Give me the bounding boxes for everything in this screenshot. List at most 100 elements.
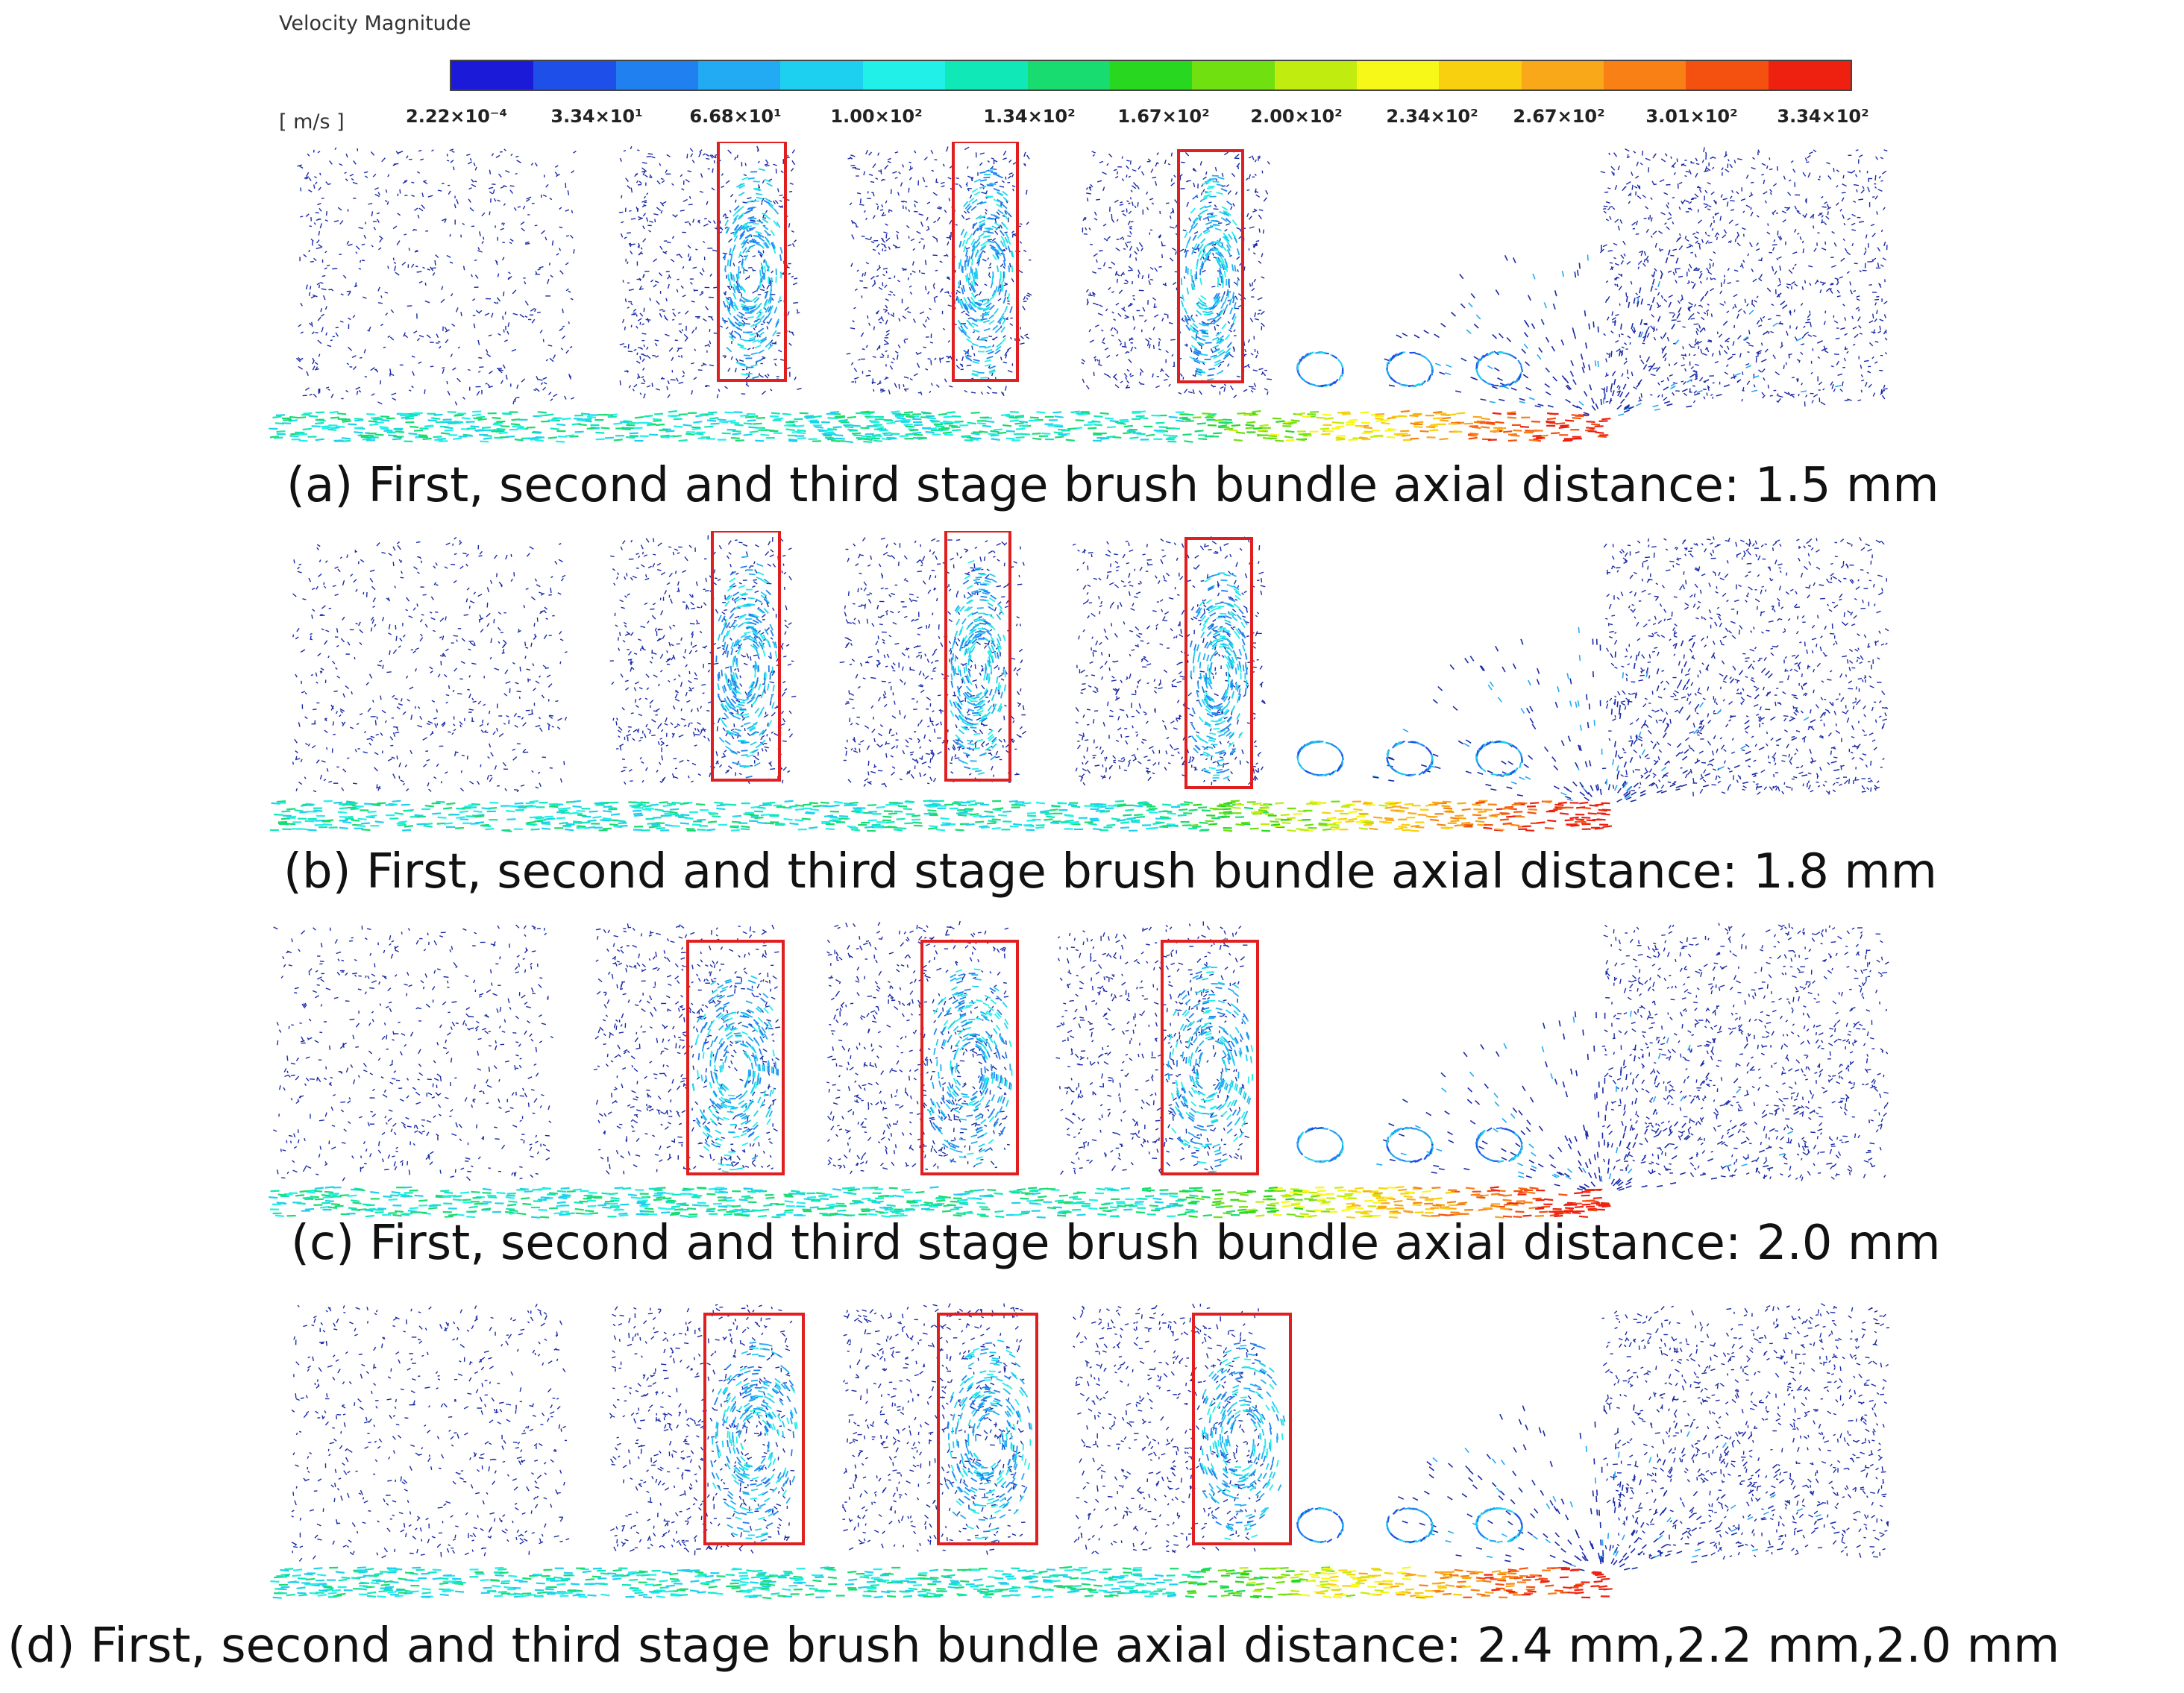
labyrinth-tooth-vortex xyxy=(1386,740,1434,777)
labyrinth-tooth-vortex xyxy=(1475,1507,1523,1543)
colorbar-title: Velocity Magnitude xyxy=(279,12,471,35)
labyrinth-tooth-vortex xyxy=(1296,740,1344,777)
vector-region xyxy=(1055,921,1250,1175)
cavity-vortex-vectors xyxy=(1180,175,1240,383)
vector-region xyxy=(1601,536,1889,797)
highlight-box xyxy=(1177,149,1244,383)
vector-region xyxy=(291,1304,570,1562)
vector-region xyxy=(295,147,577,406)
highlight-box xyxy=(686,940,785,1175)
panel-a-velocity-field: (a) First, second and third stage brush … xyxy=(0,142,2184,513)
colorbar-segment xyxy=(1521,61,1604,89)
colorbar-tick-label: 2.34×10² xyxy=(1386,106,1478,127)
outlet-fan-vectors xyxy=(1376,1011,1833,1191)
colorbar-segment xyxy=(862,61,946,89)
colorbar-tick-label: 1.00×10² xyxy=(830,106,922,127)
vector-region xyxy=(839,537,1027,788)
velocity-vector-plot xyxy=(269,531,1889,832)
vector-region xyxy=(292,536,568,793)
colorbar-segment xyxy=(451,61,534,89)
highlight-box xyxy=(937,1313,1038,1545)
panel-b-caption: (b) First, second and third stage brush … xyxy=(283,844,1937,899)
colorbar-segment xyxy=(698,61,781,89)
leakage-jet-vectors xyxy=(269,1186,1611,1219)
colorbar-segment xyxy=(1356,61,1440,89)
panel-d-velocity-field: (d) First, second and third stage brush … xyxy=(0,1298,2184,1674)
highlight-box xyxy=(952,142,1019,382)
outlet-fan-vectors xyxy=(1372,626,1840,802)
highlight-box xyxy=(944,531,1011,782)
labyrinth-tooth-vortex xyxy=(1475,1127,1523,1163)
leakage-jet-vectors xyxy=(270,1565,1613,1600)
vector-region xyxy=(609,535,797,785)
cavity-vortex-vectors xyxy=(710,1341,798,1542)
vector-region xyxy=(826,920,1010,1175)
labyrinth-tooth-vortex xyxy=(1296,351,1344,388)
cavity-vortex-vectors xyxy=(944,1339,1033,1544)
labyrinth-tooth-vortex xyxy=(1475,740,1523,777)
highlight-box xyxy=(717,142,787,382)
colorbar-segment xyxy=(1027,61,1110,89)
colorbar-segment xyxy=(1768,61,1851,89)
highlight-box xyxy=(1161,940,1259,1175)
colorbar-segment xyxy=(1192,61,1275,89)
labyrinth-tooth-vortex xyxy=(1386,351,1434,388)
labyrinth-tooth-vortex xyxy=(1475,351,1523,388)
leakage-jet-vectors xyxy=(269,800,1612,832)
colorbar-segment xyxy=(1686,61,1769,89)
labyrinth-tooth-vortex xyxy=(1296,1507,1344,1544)
panel-c-caption: (c) First, second and third stage brush … xyxy=(291,1216,1941,1271)
vector-region xyxy=(593,923,781,1175)
colorbar-segment xyxy=(780,61,863,89)
outlet-fan-vectors xyxy=(1398,1395,1840,1571)
highlight-box xyxy=(1184,537,1253,789)
colorbar-tick-label: 3.34×10² xyxy=(1777,106,1868,127)
colorbar-units: [ m/s ] xyxy=(279,110,345,134)
cavity-vortex-vectors xyxy=(721,168,783,380)
cavity-vortex-vectors xyxy=(949,559,1006,781)
colorbar-tick-label: 6.68×10¹ xyxy=(689,106,781,127)
panel-a-caption: (a) First, second and third stage brush … xyxy=(286,458,1939,513)
vector-region xyxy=(846,146,1032,397)
vector-region xyxy=(1072,536,1266,786)
labyrinth-tooth-vortex xyxy=(1386,1126,1434,1163)
cavity-vortex-vectors xyxy=(715,556,778,779)
colorbar-segment xyxy=(1274,61,1357,89)
colorbar-segment xyxy=(1109,61,1193,89)
velocity-vector-plot xyxy=(269,142,1888,443)
highlight-box xyxy=(703,1313,805,1545)
labyrinth-tooth-vortex xyxy=(1296,1126,1344,1163)
vector-region xyxy=(618,145,802,399)
labyrinth-tooth-vortex xyxy=(1386,1507,1434,1544)
vector-region xyxy=(1599,147,1888,406)
colorbar-segment xyxy=(1439,61,1522,89)
panel-d-caption: (d) First, second and third stage brush … xyxy=(7,1618,2059,1674)
velocity-vector-plot xyxy=(269,920,1889,1219)
colorbar-segment xyxy=(1604,61,1686,89)
cavity-vortex-vectors xyxy=(956,168,1014,379)
vector-region xyxy=(842,1303,1026,1555)
colorbar-tick-label: 2.00×10² xyxy=(1250,106,1342,127)
vector-region xyxy=(1601,923,1889,1181)
panel-c-velocity-field: (c) First, second and third stage brush … xyxy=(0,917,2184,1271)
velocity-colorbar xyxy=(450,60,1852,91)
cavity-vortex-vectors xyxy=(1167,966,1254,1173)
colorbar-segment xyxy=(615,61,699,89)
highlight-box xyxy=(920,940,1019,1175)
vector-region xyxy=(1073,1303,1264,1555)
highlight-box xyxy=(711,531,781,782)
velocity-vector-plot xyxy=(270,1303,1890,1600)
leakage-jet-vectors xyxy=(269,409,1611,443)
panel-b-velocity-field: (b) First, second and third stage brush … xyxy=(0,531,2184,899)
colorbar-tick-label: 3.34×10¹ xyxy=(550,106,642,127)
colorbar-tick-label: 1.67×10² xyxy=(1117,106,1209,127)
colorbar-tick-label: 3.01×10² xyxy=(1645,106,1737,127)
colorbar-segment xyxy=(945,61,1028,89)
colorbar-tick-label: 1.34×10² xyxy=(983,106,1075,127)
cavity-vortex-vectors xyxy=(691,975,779,1173)
colorbar-segment xyxy=(533,61,616,89)
cavity-vortex-vectors xyxy=(926,968,1013,1166)
vector-region xyxy=(1601,1303,1890,1560)
highlight-box xyxy=(1192,1313,1292,1545)
colorbar-tick-label: 2.67×10² xyxy=(1513,106,1604,127)
